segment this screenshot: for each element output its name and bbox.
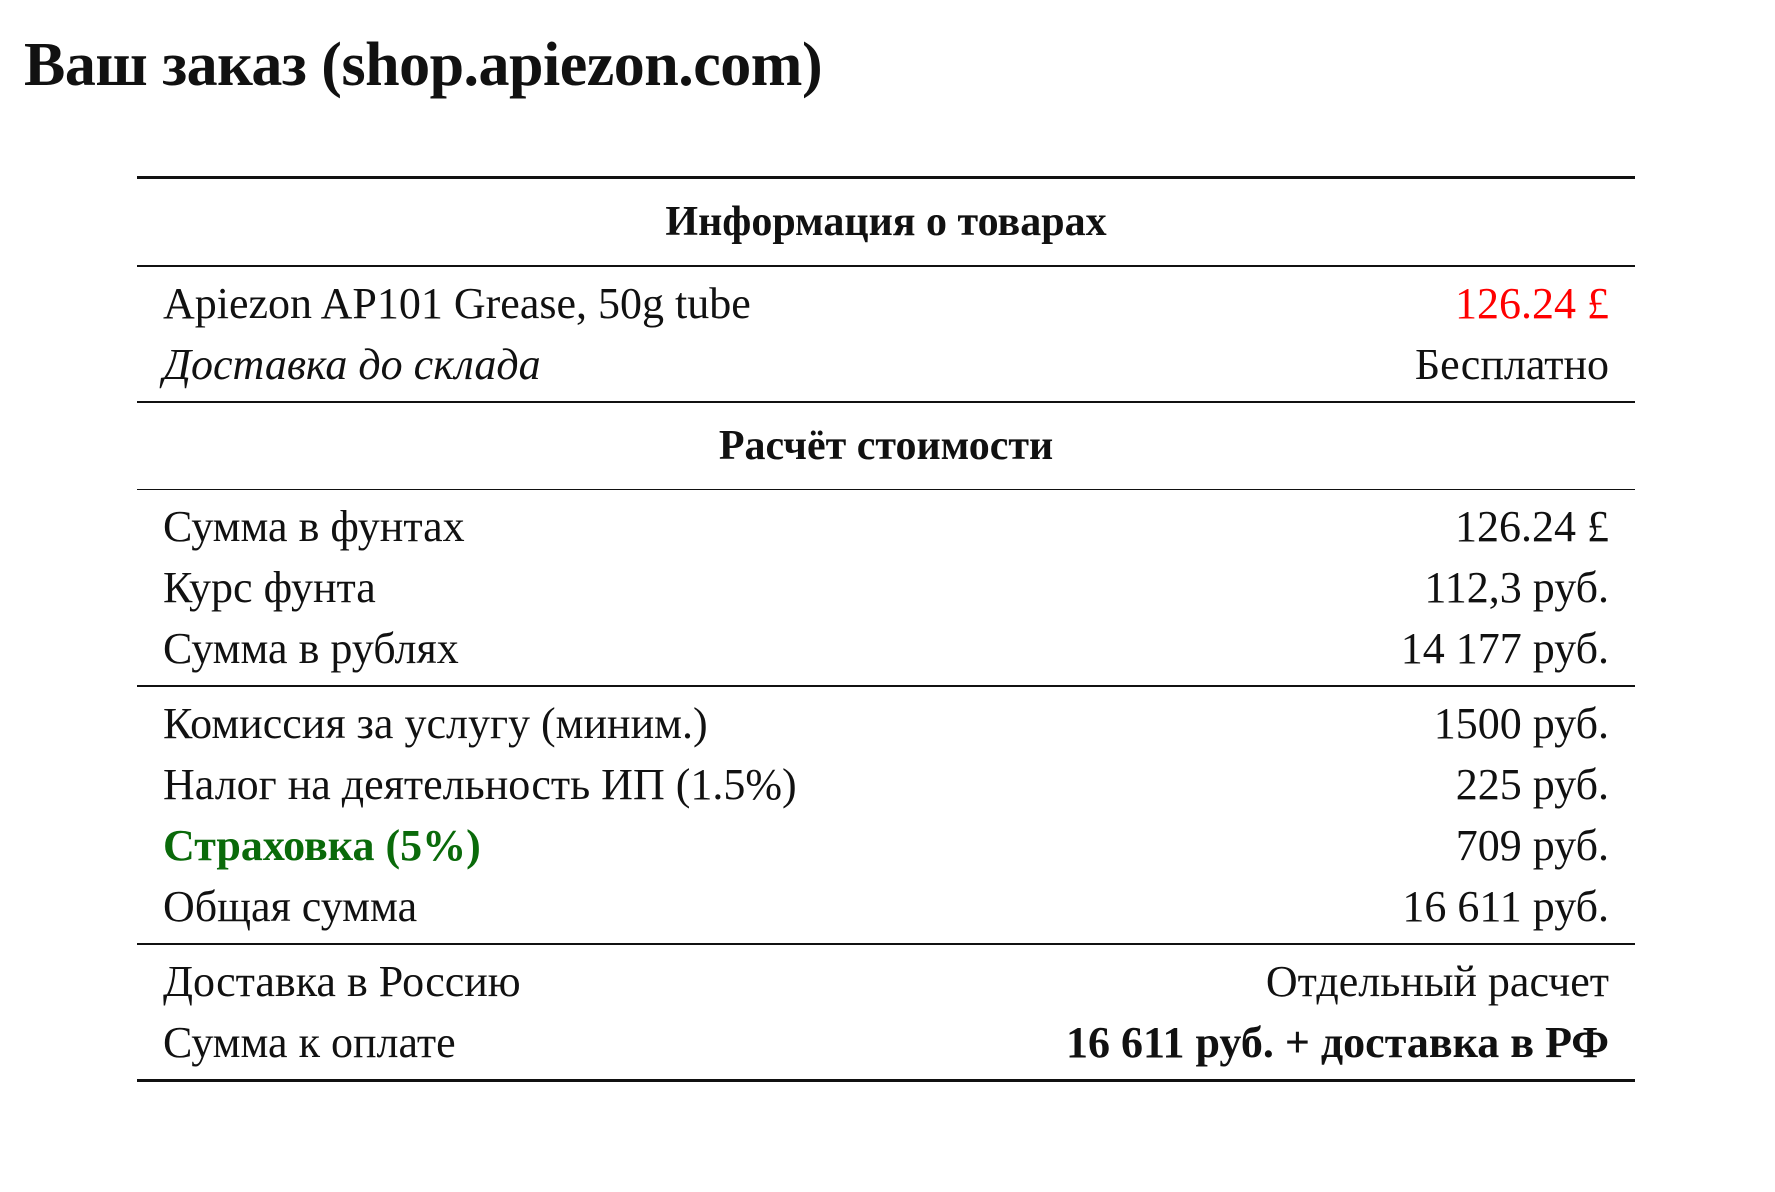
calc-row: Сумма в фунтах 126.24 £ [163, 496, 1609, 557]
row-label: Сумма в рублях [163, 624, 459, 673]
row-label: Налог на деятельность ИП (1.5%) [163, 760, 797, 809]
page-title: Ваш заказ (shop.apiezon.com) [24, 31, 823, 99]
calc-row: Сумма в рублях 14 177 руб. [163, 618, 1609, 679]
divider [137, 489, 1635, 490]
row-value: 1500 руб. [1433, 699, 1609, 748]
divider [137, 401, 1635, 403]
insurance-label: Страховка (5%) [163, 821, 481, 870]
row-value: 225 руб. [1455, 760, 1609, 809]
amount-due-row: Сумма к оплате 16 611 руб. + доставка в Р… [163, 1012, 1609, 1073]
calc-header: Расчёт стоимости [718, 423, 1054, 469]
row-value: 16 611 руб. [1402, 882, 1609, 931]
row-label: Курс фунта [163, 563, 376, 612]
divider [137, 265, 1635, 267]
row-value: 112,3 руб. [1424, 563, 1609, 612]
product-name: Apiezon AP101 Grease, 50g tube [163, 279, 751, 328]
row-label: Комиссия за услугу (миним.) [163, 699, 708, 748]
products-header: Информация о товарах [665, 199, 1107, 245]
row-value: 126.24 £ [1455, 502, 1609, 551]
calc-row: Налог на деятельность ИП (1.5%) 225 руб. [163, 754, 1609, 815]
warehouse-shipping-row: Доставка до склада Бесплатно [163, 334, 1609, 395]
amount-due-value: 16 611 руб. + доставка в РФ [1065, 1018, 1609, 1067]
row-label: Доставка в Россию [163, 957, 521, 1006]
shipping-label: Доставка до склада [163, 340, 541, 389]
calc-row: Курс фунта 112,3 руб. [163, 557, 1609, 618]
row-value: Отдельный расчет [1265, 957, 1609, 1006]
product-row: Apiezon AP101 Grease, 50g tube 126.24 £ [163, 273, 1609, 334]
russia-shipping-row: Доставка в Россию Отдельный расчет [163, 951, 1609, 1012]
row-value: 709 руб. [1455, 821, 1609, 870]
insurance-row: Страховка (5%) 709 руб. [163, 815, 1609, 876]
product-price: 126.24 £ [1455, 279, 1609, 328]
row-label: Сумма к оплате [163, 1018, 456, 1067]
divider [137, 1079, 1635, 1082]
row-label: Сумма в фунтах [163, 502, 465, 551]
divider [137, 943, 1635, 945]
divider [137, 685, 1635, 687]
row-value: 14 177 руб. [1400, 624, 1609, 673]
row-label: Общая сумма [163, 882, 418, 931]
calc-row: Комиссия за услугу (миним.) 1500 руб. [163, 693, 1609, 754]
order-table: Информация о товарах Apiezon AP101 Greas… [137, 176, 1635, 1082]
shipping-value: Бесплатно [1414, 340, 1609, 389]
total-row: Общая сумма 16 611 руб. [163, 876, 1609, 937]
divider [137, 176, 1635, 179]
